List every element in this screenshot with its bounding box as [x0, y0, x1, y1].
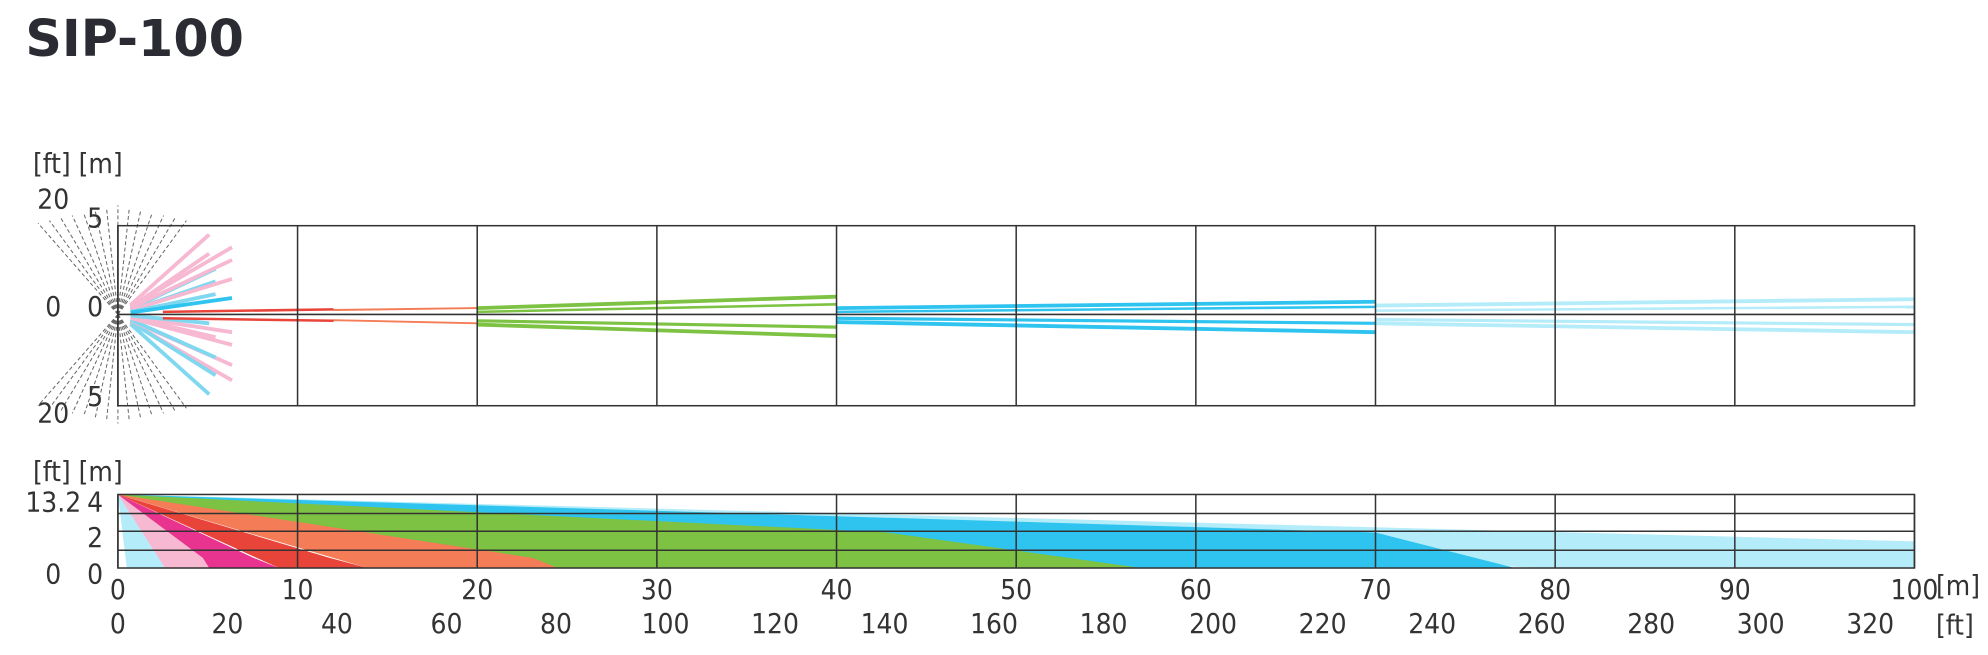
beam [836, 316, 1376, 325]
m-label: 0 [87, 290, 103, 323]
ft-label: 20 [37, 397, 69, 430]
grids [117, 224, 1916, 569]
ft-tick-label: 60 [431, 607, 463, 640]
beam [836, 299, 1376, 311]
ft-label: 0 [45, 558, 61, 591]
dashed-zone [49, 220, 119, 315]
m-tick-label: 0 [110, 573, 126, 606]
dashed-zone [94, 210, 119, 315]
m-tick-label: 10 [282, 573, 314, 606]
dashed-zone [94, 314, 119, 419]
dashed-zone [117, 215, 165, 315]
ft-tick-label: 0 [110, 607, 126, 640]
side-units: [ft] [m] [33, 455, 123, 488]
ft-tick-label: 260 [1518, 607, 1566, 640]
ft-tick-label: 20 [211, 607, 243, 640]
m-tick-label: 60 [1180, 573, 1212, 606]
dashed-zone [117, 212, 153, 315]
near-beam [129, 320, 217, 377]
ft-tick-label: 40 [321, 607, 353, 640]
beam [1375, 305, 1915, 312]
ft-label: 13.2 [25, 485, 81, 518]
near-beam [129, 317, 217, 360]
dashed-zone [105, 314, 119, 421]
ft-tick-label: 100 [642, 607, 690, 640]
ft-tick-label: 140 [861, 607, 909, 640]
dashed-zone [117, 314, 187, 409]
m-tick-label: 80 [1539, 573, 1571, 606]
dashed-zone [83, 212, 119, 315]
m-tick-label: 100 [1891, 573, 1939, 606]
dashed-zone [105, 207, 119, 315]
ft-tick-label: 240 [1408, 607, 1456, 640]
ft-label: 20 [37, 182, 69, 215]
m-tick-label: 90 [1719, 573, 1751, 606]
beam [162, 316, 334, 323]
m-tick-label: 70 [1360, 573, 1392, 606]
near-beam [129, 322, 211, 396]
dashed-zone [117, 314, 165, 414]
dashed-zone [83, 314, 119, 417]
ft-tick-label: 80 [540, 607, 572, 640]
beam [333, 319, 478, 325]
dashed-zone [117, 314, 130, 421]
m-label: 4 [87, 485, 103, 518]
ft-tick-label: 280 [1627, 607, 1675, 640]
near-beam [129, 258, 233, 310]
m-tick-label: 50 [1000, 573, 1032, 606]
side-beam [117, 494, 279, 569]
ft-tick-label: 200 [1189, 607, 1237, 640]
m-label: 0 [87, 558, 103, 591]
near-beam [129, 252, 211, 309]
dashed-zone [71, 314, 119, 414]
near-beam [130, 296, 233, 315]
beam [836, 320, 1376, 335]
ft-tick-label: 320 [1846, 607, 1894, 640]
ft-unit: [ft] [1936, 608, 1974, 641]
dashed-zone [37, 222, 119, 315]
near-beam [130, 277, 233, 312]
beam [1375, 317, 1915, 327]
beam [333, 307, 478, 311]
beam [836, 305, 1376, 314]
dashed-zone [71, 215, 119, 315]
beam [1375, 297, 1915, 308]
dashed-zone [117, 314, 142, 419]
m-tick-label: 30 [641, 573, 673, 606]
dashed-zone [49, 314, 119, 409]
ft-tick-label: 160 [970, 607, 1018, 640]
m-tick-label: 20 [461, 573, 493, 606]
m-label: 2 [87, 521, 103, 554]
near-beam [129, 233, 211, 307]
dashed-zone [117, 210, 142, 315]
m-tick-label: 40 [821, 573, 853, 606]
dashed-zone [117, 220, 187, 315]
near-beam [130, 314, 233, 335]
m-label: 5 [87, 201, 103, 234]
beam [162, 308, 334, 314]
ft-tick-label: 120 [751, 607, 799, 640]
top-units: [ft] [m] [33, 147, 123, 180]
ft-tick-label: 220 [1299, 607, 1347, 640]
title: SIP-100 [25, 9, 244, 68]
ft-tick-label: 300 [1737, 607, 1785, 640]
dashed-zone [37, 314, 119, 407]
dashed-zone [117, 207, 130, 315]
ft-label: 0 [45, 290, 61, 323]
dashed-zone [117, 314, 153, 417]
beam [1375, 321, 1915, 335]
ft-tick-label: 180 [1080, 607, 1128, 640]
m-label: 5 [87, 380, 103, 413]
m-unit: [m] [1936, 569, 1980, 602]
